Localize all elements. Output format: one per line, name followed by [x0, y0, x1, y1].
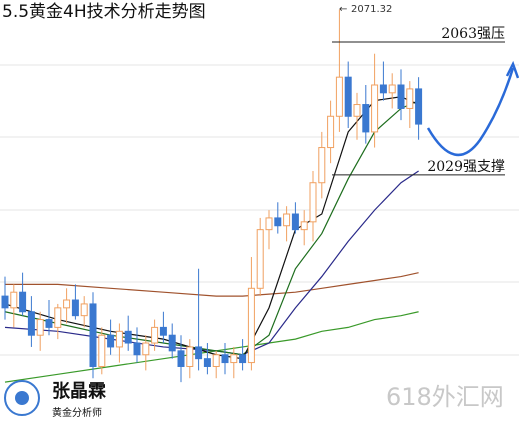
- candle-body: [415, 88, 423, 125]
- candle-body: [274, 217, 282, 227]
- candle-body: [98, 334, 106, 367]
- candle-body: [256, 229, 264, 289]
- candle-body: [159, 326, 167, 336]
- logo-name: 张晶霖: [52, 381, 106, 402]
- candle-body: [353, 104, 361, 117]
- candle-body: [239, 354, 247, 364]
- candle-body: [54, 307, 62, 328]
- logo: 张晶霖 黄金分析师: [4, 380, 106, 419]
- candle-body: [133, 342, 141, 356]
- candle-body: [142, 342, 150, 356]
- logo-icon-core: [15, 391, 29, 405]
- candle-body: [344, 76, 352, 117]
- candle-body: [327, 115, 335, 149]
- candle-body: [107, 334, 115, 348]
- candle-body: [212, 354, 220, 367]
- moving-average: [5, 272, 419, 297]
- candle-body: [318, 147, 326, 184]
- candle-body: [151, 326, 159, 344]
- forecast-arrow: [426, 67, 515, 157]
- candle-body: [124, 330, 132, 344]
- candle-body: [371, 84, 379, 133]
- candle-body: [397, 84, 405, 109]
- candle-body: [36, 319, 44, 336]
- chart-title: 5.5黄金4H技术分析走势图: [2, 2, 206, 22]
- candle-body: [168, 334, 176, 352]
- candle-body: [195, 346, 203, 360]
- level-label: 2029强支撑: [427, 159, 505, 175]
- candle-body: [27, 311, 35, 336]
- candle-body: [203, 358, 211, 367]
- candle-body: [247, 287, 255, 364]
- candle-body: [283, 213, 291, 227]
- candle-body: [406, 88, 414, 109]
- peak-label: 2071.32: [351, 4, 392, 15]
- forecast-arrowhead: [505, 60, 519, 79]
- candle-body: [19, 291, 27, 313]
- arrow-glyph: ←: [339, 4, 347, 15]
- candle-body: [291, 213, 299, 231]
- logo-subtitle: 黄金分析师: [52, 406, 102, 419]
- candle-body: [379, 84, 387, 94]
- candle-body: [300, 221, 308, 231]
- candle-body: [309, 182, 317, 223]
- level-label: 2063强压: [441, 26, 505, 42]
- candle-body: [388, 84, 396, 94]
- candle-body: [10, 291, 18, 309]
- candle-body: [1, 295, 9, 309]
- candle-body: [80, 303, 88, 317]
- candle-body: [63, 299, 71, 309]
- candle-body: [89, 303, 97, 367]
- candle-body: [221, 354, 229, 364]
- watermark: 618外汇网: [386, 383, 504, 411]
- candle-body: [71, 299, 79, 317]
- moving-average: [4, 170, 419, 356]
- candle-body: [230, 354, 238, 364]
- candle-body: [362, 104, 370, 133]
- candle-body: [45, 319, 53, 328]
- candle-body: [177, 350, 185, 367]
- candle-body: [335, 76, 343, 117]
- candle-body: [265, 217, 273, 231]
- candle-body: [115, 330, 123, 348]
- candle-body: [186, 346, 194, 367]
